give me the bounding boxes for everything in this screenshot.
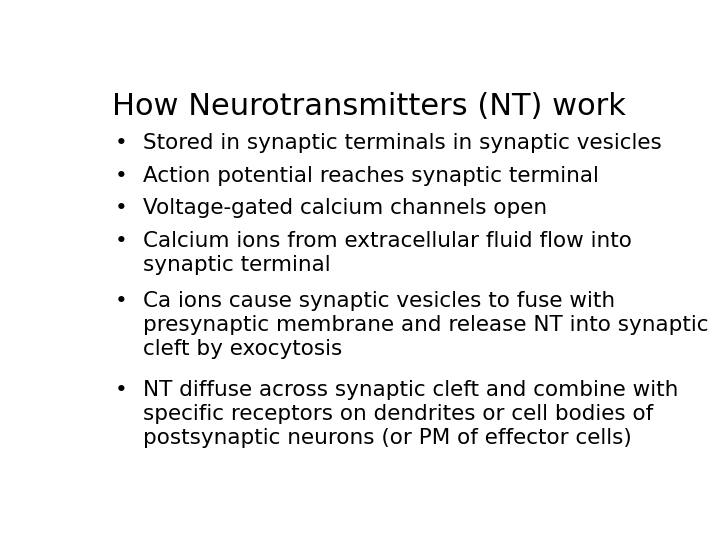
Text: •: • bbox=[114, 231, 127, 251]
Text: •: • bbox=[114, 133, 127, 153]
Text: •: • bbox=[114, 198, 127, 218]
Text: NT diffuse across synaptic cleft and combine with
specific receptors on dendrite: NT diffuse across synaptic cleft and com… bbox=[143, 380, 678, 448]
Text: Stored in synaptic terminals in synaptic vesicles: Stored in synaptic terminals in synaptic… bbox=[143, 133, 662, 153]
Text: •: • bbox=[114, 380, 127, 400]
Text: Voltage-gated calcium channels open: Voltage-gated calcium channels open bbox=[143, 198, 547, 218]
Text: •: • bbox=[114, 166, 127, 186]
Text: Calcium ions from extracellular fluid flow into
synaptic terminal: Calcium ions from extracellular fluid fl… bbox=[143, 231, 632, 275]
Text: •: • bbox=[114, 292, 127, 312]
Text: How Neurotransmitters (NT) work: How Neurotransmitters (NT) work bbox=[112, 92, 626, 121]
Text: Action potential reaches synaptic terminal: Action potential reaches synaptic termin… bbox=[143, 166, 599, 186]
Text: Ca ions cause synaptic vesicles to fuse with
presynaptic membrane and release NT: Ca ions cause synaptic vesicles to fuse … bbox=[143, 292, 708, 360]
